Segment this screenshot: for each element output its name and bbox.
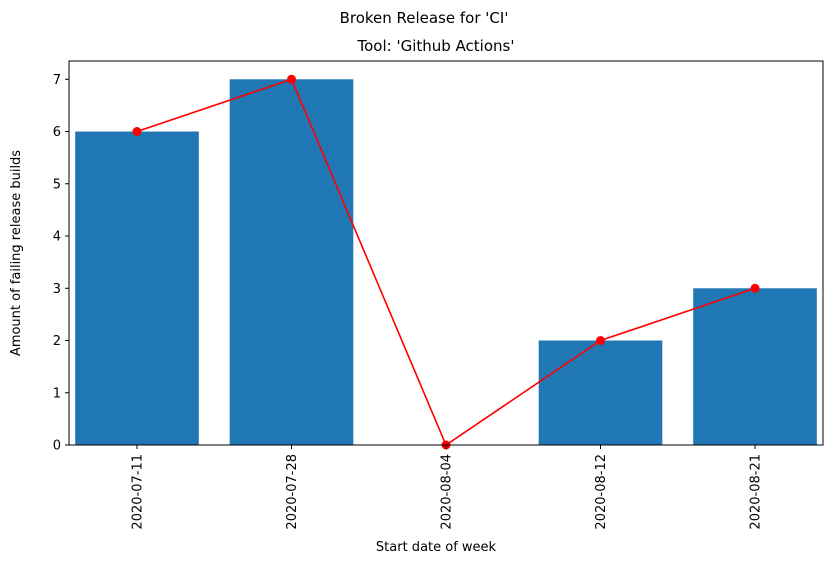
y-tick-label: 4 — [53, 230, 61, 245]
bar — [538, 340, 663, 445]
y-tick-label: 0 — [53, 439, 61, 454]
bar — [229, 79, 354, 446]
bars-group — [75, 79, 817, 446]
data-point — [750, 283, 760, 293]
y-axis-label: Amount of failing release builds — [9, 150, 24, 356]
y-tick-label: 3 — [53, 282, 61, 297]
x-axis: 2020-07-11 2020-07-28 2020-08-04 2020-08-12… — [130, 445, 764, 530]
x-tick-label: 2020-07-11 — [130, 454, 145, 530]
y-axis: 0 1 2 3 4 5 6 7 — [53, 73, 69, 454]
chart-suptitle: Broken Release for 'CI' — [340, 9, 509, 27]
data-point — [132, 127, 142, 137]
x-axis-label: Start date of week — [376, 540, 497, 555]
x-tick-label: 2020-08-04 — [440, 454, 455, 530]
x-tick-label: 2020-07-28 — [285, 454, 300, 530]
y-tick-label: 7 — [53, 73, 61, 88]
y-tick-label: 5 — [53, 177, 61, 192]
y-tick-label: 6 — [53, 125, 61, 140]
chart-title: Tool: 'Github Actions' — [357, 37, 515, 55]
bar — [693, 288, 817, 445]
y-tick-label: 1 — [53, 386, 61, 401]
data-point — [596, 336, 606, 346]
x-tick-label: 2020-08-21 — [749, 454, 764, 530]
y-tick-label: 2 — [53, 334, 61, 349]
bar — [75, 131, 199, 445]
line-group — [132, 74, 760, 450]
data-point — [286, 74, 296, 84]
x-tick-label: 2020-08-12 — [594, 454, 609, 530]
